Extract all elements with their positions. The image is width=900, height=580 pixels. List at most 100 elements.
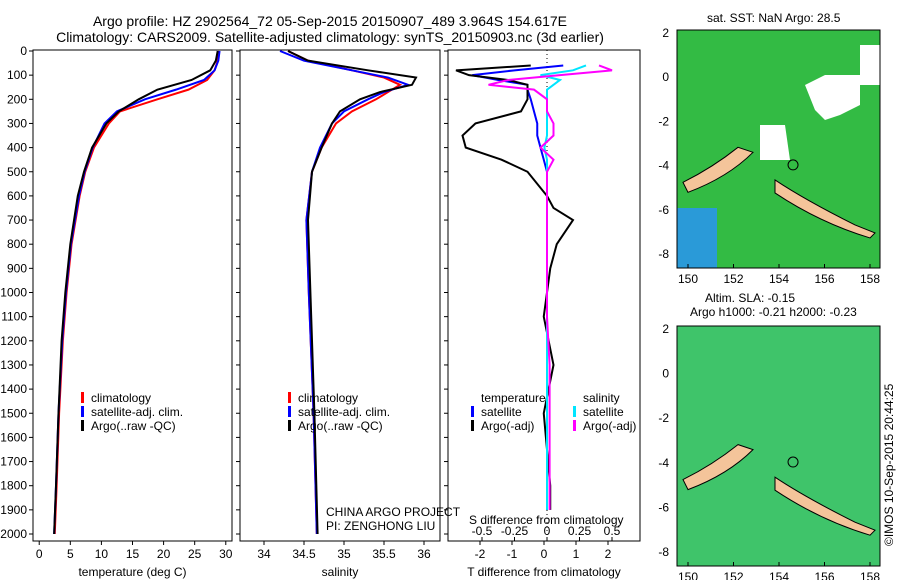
y-tick-label: 1900 [0, 503, 27, 517]
panel-frame-0 [32, 49, 233, 542]
map-x-tick-label: 156 [814, 272, 834, 286]
legend-label: satellite [481, 405, 522, 419]
map-y-tick-label: 2 [662, 322, 669, 336]
project-line-1: CHINA ARGO PROJECT [326, 505, 461, 519]
x-tick-label: -2 [475, 547, 486, 561]
series-line-T-Argo-adj- [455, 64, 575, 510]
map-y-tick-label: -8 [658, 545, 669, 559]
map-x-tick-label: 152 [723, 570, 743, 580]
map-cool-water [677, 208, 717, 268]
y-tick-label: 900 [7, 261, 27, 275]
map-x-tick-label: 152 [723, 272, 743, 286]
map-y-tick-label: -6 [658, 500, 669, 514]
x-tick-label: 0 [36, 547, 43, 561]
series-line-climatology [53, 50, 220, 535]
legend-label: Argo(..raw -QC) [298, 419, 383, 433]
map-x-tick-label: 154 [769, 272, 789, 286]
x-axis-label: salinity [322, 565, 359, 579]
legend-label: Argo(-adj) [583, 419, 636, 433]
y-tick-label: 100 [7, 68, 27, 82]
y-tick-label: 2000 [0, 527, 27, 541]
legend-label: Argo(-adj) [481, 419, 534, 433]
map-missing-data [860, 45, 880, 85]
map-y-tick-label: -6 [658, 203, 669, 217]
map1-title: sat. SST: NaN Argo: 28.5 [707, 11, 841, 25]
s-tick-label: 0.5 [604, 524, 621, 538]
map-y-tick-label: -2 [658, 114, 669, 128]
x-tick-label: 35 [337, 547, 351, 561]
y-tick-label: 300 [7, 116, 27, 130]
x-tick-label: -1 [507, 547, 518, 561]
y-tick-label: 200 [7, 92, 27, 106]
map-y-tick-label: -2 [658, 411, 669, 425]
legend-sal-title: salinity [583, 391, 620, 405]
map-x-tick-label: 150 [678, 570, 698, 580]
y-tick-label: 1500 [0, 406, 27, 420]
x-axis-label: temperature (deg C) [78, 565, 186, 579]
legend-label: satellite-adj. clim. [91, 405, 183, 419]
s-axis-label: S difference from climatology [469, 513, 624, 527]
map-y-tick-label: 2 [662, 26, 669, 40]
y-tick-label: 1000 [0, 286, 27, 300]
argo-location-marker [787, 159, 799, 171]
legend-swatch [81, 392, 84, 403]
map-y-tick-label: -4 [658, 159, 669, 173]
y-tick-label: 400 [7, 141, 27, 155]
legend-label: satellite [583, 405, 624, 419]
y-tick-label: 600 [7, 189, 27, 203]
legend-swatch [573, 406, 576, 417]
legend-label: climatology [298, 391, 358, 405]
x-tick-label: 10 [95, 547, 109, 561]
y-tick-label: 0 [20, 44, 27, 58]
map-y-tick-label: -4 [658, 456, 669, 470]
x-tick-label: 15 [126, 547, 140, 561]
x-tick-label: 25 [188, 547, 202, 561]
map-y-tick-label: -8 [658, 247, 669, 261]
map-x-tick-label: 156 [814, 570, 834, 580]
map-missing-data [760, 125, 790, 160]
y-tick-label: 1700 [0, 455, 27, 469]
legend-swatch [81, 406, 84, 417]
panel-frame-1 [239, 49, 441, 542]
map2-title-1: Altim. SLA: -0.15 [705, 291, 795, 305]
x-tick-label: 1 [573, 547, 580, 561]
x-tick-label: 35.5 [372, 547, 396, 561]
map-x-tick-label: 150 [678, 272, 698, 286]
series-line-S-Argo-adj- [488, 64, 613, 510]
map-y-tick-label: 0 [662, 367, 669, 381]
project-line-2: PI: ZENGHONG LIU [326, 519, 435, 533]
x-tick-label: 36 [417, 547, 431, 561]
legend-temp-title: temperature [481, 391, 546, 405]
x-tick-label: 2 [605, 547, 612, 561]
series-line-climatology [287, 50, 403, 535]
legend-swatch [471, 406, 474, 417]
series-line-Argo-raw-QC- [53, 50, 219, 535]
y-tick-label: 500 [7, 165, 27, 179]
s-tick-label: -0.25 [501, 524, 529, 538]
y-tick-label: 700 [7, 213, 27, 227]
x-tick-label: 0 [541, 547, 548, 561]
x-tick-label: 34 [257, 547, 271, 561]
title-line-2: Climatology: CARS2009. Satellite-adjuste… [56, 29, 604, 45]
s-tick-label: 0 [544, 524, 551, 538]
legend-swatch [471, 420, 474, 431]
s-tick-label: -0.5 [472, 524, 493, 538]
legend-swatch [288, 392, 291, 403]
series-line-satellite-adj-clim- [53, 50, 221, 535]
title-line-1: Argo profile: HZ 2902564_72 05-Sep-2015 … [92, 13, 568, 29]
y-tick-label: 800 [7, 237, 27, 251]
map2-credit: ©IMOS 10-Sep-2015 20:44:25 [882, 383, 896, 546]
legend-swatch [573, 420, 576, 431]
map-land [774, 179, 876, 239]
map-ocean [677, 326, 880, 566]
y-tick-label: 1200 [0, 334, 27, 348]
y-tick-label: 1800 [0, 479, 27, 493]
x-tick-label: 5 [67, 547, 74, 561]
argo-location-marker [787, 456, 799, 468]
map-x-tick-label: 158 [860, 272, 880, 286]
y-tick-label: 1300 [0, 358, 27, 372]
map-land [682, 444, 754, 491]
map-land [774, 476, 876, 536]
